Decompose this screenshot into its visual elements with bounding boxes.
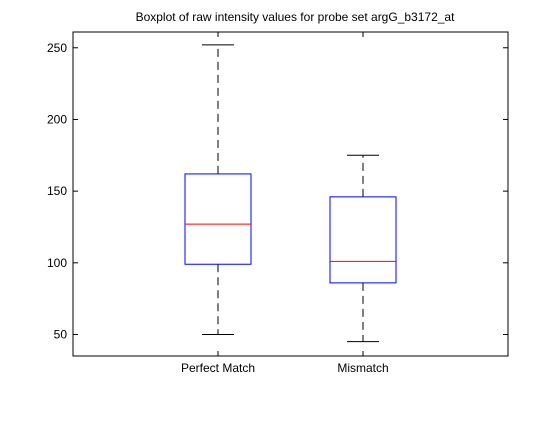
x-tick-label: Perfect Match — [181, 361, 255, 375]
chart-title: Boxplot of raw intensity values for prob… — [136, 10, 456, 24]
box-mismatch — [329, 154, 397, 343]
iqr-box — [184, 173, 252, 265]
boxes-group — [184, 44, 397, 343]
y-tick-label: 50 — [54, 327, 68, 341]
x-axis: Perfect Match Mismatch — [181, 32, 389, 375]
x-tick-label: Mismatch — [337, 361, 388, 375]
y-axis: 50 100 150 200 250 — [47, 41, 508, 341]
plot-area — [72, 31, 509, 357]
iqr-box — [329, 196, 397, 284]
y-tick-label: 250 — [47, 41, 67, 55]
y-tick-label: 100 — [47, 256, 67, 270]
y-tick-label: 200 — [47, 112, 67, 126]
box-perfect-match — [184, 44, 252, 335]
y-tick-label: 150 — [47, 184, 67, 198]
